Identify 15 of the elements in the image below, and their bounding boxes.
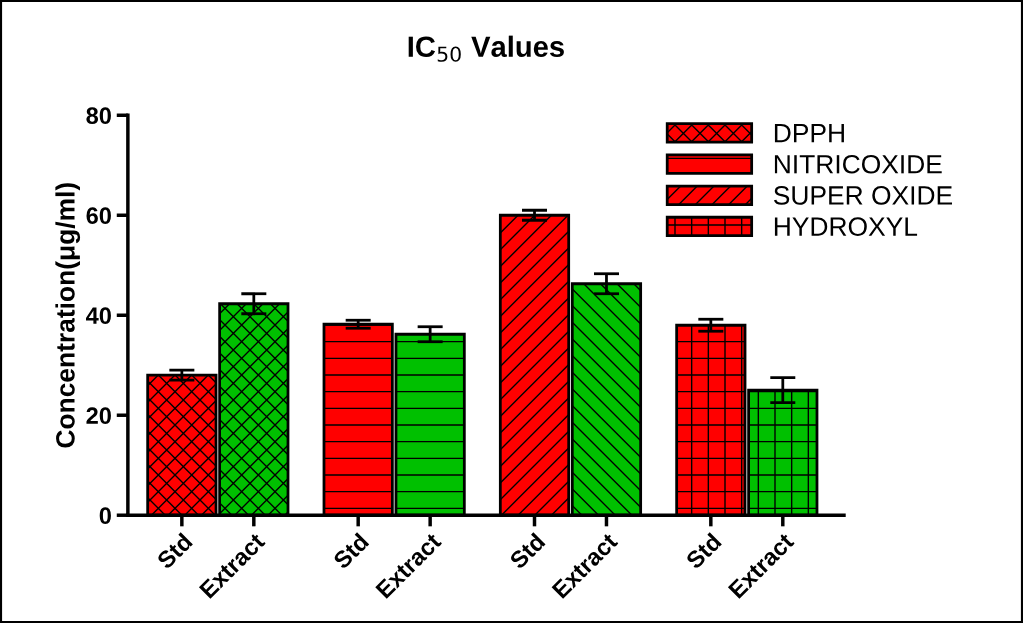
x-tick-label: Std [684,532,722,570]
legend-label: SUPER OXIDE [773,186,953,205]
y-tick-label: 0 [99,507,111,525]
legend-label: DPPH [774,123,844,143]
legend-label: NITRICOXIDE [774,154,942,174]
y-axis-title: Concentration(μg/ml) [55,183,81,448]
chart-title: IC$_{50}$ Values [408,35,564,62]
y-tick-label: 80 [86,107,111,125]
y-tick-label: 20 [86,407,111,425]
legend-label: HYDROXYL [774,217,918,236]
x-tick-label: Std [508,532,546,570]
x-tick-label: Std [331,532,370,570]
y-tick-label: 40 [86,307,111,325]
x-tick-label: Std [155,532,194,570]
y-tick-label: 60 [86,207,111,225]
